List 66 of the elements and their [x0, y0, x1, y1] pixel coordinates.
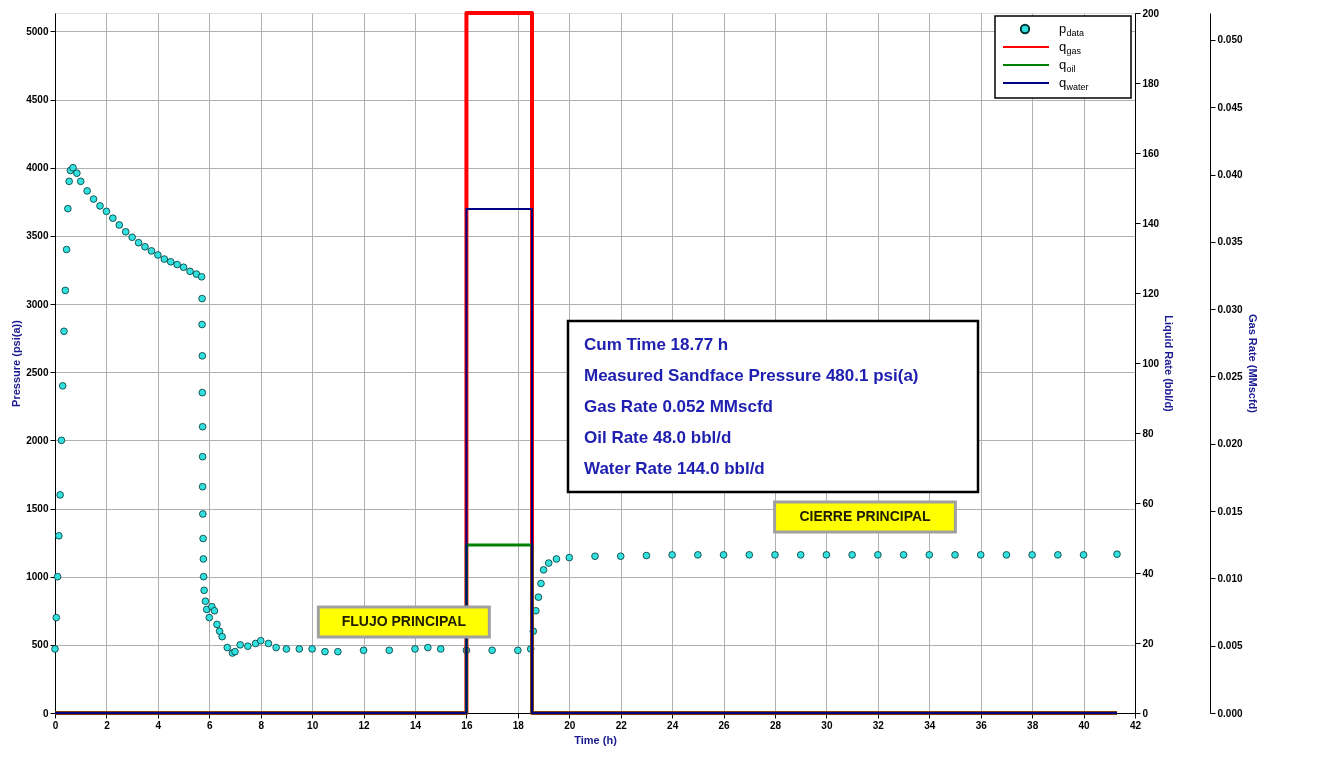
annotation: Cum Time 18.77 h: [584, 335, 729, 354]
y2-tick-label: 100: [1142, 357, 1160, 369]
x-tick-label: 30: [821, 719, 833, 731]
y3-tick-label: 0.050: [1217, 34, 1243, 46]
x-tick-label: 22: [615, 719, 628, 731]
x-tick-label: 28: [769, 719, 782, 731]
y2-tick-label: 200: [1142, 7, 1160, 19]
annotation: Measured Sandface Pressure 480.1 psi(a): [584, 366, 919, 385]
y-tick-label: 3000: [26, 298, 49, 310]
y3-tick-label: 0.040: [1217, 169, 1243, 181]
y3-tick-label: 0.025: [1217, 370, 1243, 382]
x-tick-label: 36: [975, 719, 988, 731]
x-tick-label: 20: [564, 719, 576, 731]
y3-tick-label: 0.015: [1217, 505, 1243, 517]
y2-tick-label: 60: [1142, 497, 1155, 509]
y-tick-label: 4000: [26, 162, 49, 174]
y2-tick-label: 80: [1142, 427, 1155, 439]
y-tick-label: 2500: [26, 366, 49, 378]
annotation: Gas Rate 0.052 MMscfd: [584, 397, 773, 416]
x-tick-label: 16: [461, 719, 473, 731]
y3-tick-label: 0.045: [1217, 101, 1243, 113]
y3-tick-label: 0.030: [1217, 303, 1243, 315]
y3-tick-label: 0.000: [1217, 707, 1243, 719]
x-tick-label: 10: [307, 719, 319, 731]
x-tick-label: 6: [207, 719, 213, 731]
y-tick-label: 1000: [26, 571, 49, 583]
y3-tick-label: 0.035: [1217, 236, 1243, 248]
y2-tick-label: 0: [1142, 707, 1149, 719]
x-tick-label: 12: [358, 719, 371, 731]
y2-tick-label: 160: [1142, 147, 1160, 159]
y3-tick-label: 0.005: [1217, 640, 1243, 652]
y2-axis-title: Liquid Rate (bbl/d): [1163, 315, 1176, 413]
x-axis-title: Time (h): [574, 733, 618, 746]
x-tick-label: 18: [512, 719, 525, 731]
y3-tick-label: 0.010: [1217, 572, 1243, 584]
y2-tick-label: 40: [1142, 567, 1155, 579]
x-tick-label: 4: [155, 719, 162, 731]
annotation: FLUJO PRINCIPAL: [341, 613, 467, 629]
annotation: Water Rate 144.0 bbl/d: [584, 459, 765, 478]
annotation: CIERRE PRINCIPAL: [799, 508, 932, 524]
x-tick-label: 34: [924, 719, 936, 731]
y2-tick-label: 120: [1142, 287, 1160, 299]
x-tick-label: 0: [52, 719, 59, 731]
y-tick-label: 1500: [26, 503, 49, 515]
y2-tick-label: 140: [1142, 217, 1160, 229]
y3-tick-label: 0.020: [1217, 438, 1243, 450]
annotation: Oil Rate 48.0 bbl/d: [584, 428, 732, 447]
x-tick-label: 26: [718, 719, 731, 731]
y-tick-label: 4500: [26, 94, 49, 106]
x-tick-label: 24: [667, 719, 679, 731]
x-tick-label: 40: [1078, 719, 1091, 731]
y-tick-label: 2000: [26, 434, 49, 446]
y3-axis-title: Gas Rate (MMscfd): [1246, 313, 1259, 414]
x-tick-label: 42: [1129, 719, 1142, 731]
y-tick-label: 5000: [26, 25, 49, 37]
y-tick-label: 3500: [26, 230, 49, 242]
y-axis-title: Pressure (psi(a)): [10, 319, 23, 407]
x-tick-label: 2: [104, 719, 111, 731]
x-tick-label: 32: [872, 719, 885, 731]
y2-tick-label: 180: [1142, 77, 1160, 89]
x-tick-label: 14: [409, 719, 422, 731]
x-tick-label: 38: [1027, 719, 1039, 731]
y-tick-label: 500: [31, 639, 49, 651]
y2-tick-label: 20: [1142, 637, 1155, 649]
y-tick-label: 0: [42, 707, 49, 719]
x-tick-label: 8: [258, 719, 265, 731]
